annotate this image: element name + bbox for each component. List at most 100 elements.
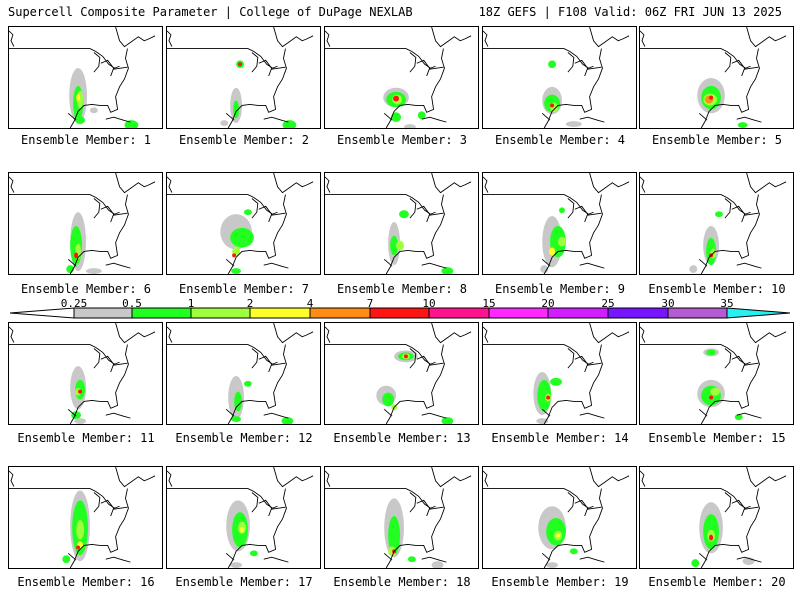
scp-contour bbox=[407, 556, 416, 563]
coastline bbox=[325, 470, 331, 487]
coastline bbox=[105, 116, 131, 123]
coastline bbox=[736, 556, 762, 563]
scp-contour bbox=[243, 380, 252, 387]
legend-color-swatch bbox=[607, 307, 669, 319]
ensemble-member-caption: Ensemble Member: 7 bbox=[178, 282, 310, 296]
legend-tick-label: 20 bbox=[541, 297, 555, 310]
coastline bbox=[227, 467, 314, 568]
scp-field bbox=[384, 498, 444, 568]
scp-contour bbox=[403, 124, 416, 128]
scp-field bbox=[542, 60, 582, 128]
ensemble-map-panel bbox=[639, 322, 794, 425]
map-canvas bbox=[325, 173, 472, 274]
great-lakes-outline bbox=[567, 198, 602, 223]
scp-contour bbox=[689, 265, 698, 274]
ensemble-map-panel bbox=[8, 26, 163, 129]
great-lakes-outline bbox=[93, 348, 128, 373]
national-border bbox=[483, 344, 594, 417]
scp-contour bbox=[231, 416, 242, 423]
coastline bbox=[421, 116, 447, 123]
legend-tick-label: 15 bbox=[482, 297, 496, 310]
scp-contour bbox=[431, 561, 444, 568]
coastline bbox=[700, 323, 787, 424]
coastline bbox=[483, 176, 489, 193]
coastline bbox=[9, 176, 15, 193]
coastline bbox=[385, 173, 472, 274]
scp-contour bbox=[233, 100, 240, 119]
legend-color-swatch bbox=[190, 307, 251, 319]
coastline bbox=[167, 326, 173, 343]
ensemble-member-caption: Ensemble Member: 16 bbox=[17, 575, 155, 589]
legend-color-swatch bbox=[309, 307, 371, 319]
ensemble-member-caption: Ensemble Member: 19 bbox=[491, 575, 629, 589]
coastline bbox=[105, 262, 131, 269]
legend-color-swatch bbox=[547, 307, 609, 319]
coastline bbox=[263, 262, 289, 269]
scp-contour bbox=[709, 95, 714, 100]
legend-color-swatch bbox=[249, 307, 311, 319]
coastline bbox=[421, 556, 447, 563]
legend-color-swatch bbox=[369, 307, 430, 319]
scp-contour bbox=[403, 354, 408, 359]
ensemble-member-caption: Ensemble Member: 4 bbox=[494, 133, 626, 147]
coastline bbox=[640, 30, 646, 47]
scp-contour bbox=[550, 103, 555, 108]
map-title: Supercell Composite Parameter | College … bbox=[8, 5, 413, 19]
scp-contour bbox=[249, 550, 258, 557]
national-border bbox=[9, 48, 120, 121]
legend-tick-label: 25 bbox=[601, 297, 615, 310]
coastline bbox=[167, 30, 173, 47]
scp-contour bbox=[565, 121, 582, 128]
great-lakes-outline bbox=[567, 52, 602, 77]
ensemble-member-caption: Ensemble Member: 12 bbox=[175, 431, 313, 445]
great-lakes-outline bbox=[93, 198, 128, 223]
scp-field bbox=[220, 209, 254, 274]
coastline bbox=[736, 116, 762, 123]
scp-contour bbox=[441, 267, 454, 274]
scp-contour bbox=[390, 235, 399, 256]
great-lakes-outline bbox=[724, 52, 759, 77]
map-canvas bbox=[483, 467, 630, 568]
great-lakes-outline bbox=[251, 492, 286, 517]
coastline bbox=[736, 262, 762, 269]
coastline bbox=[385, 467, 472, 568]
scp-contour bbox=[546, 395, 551, 400]
scp-contour bbox=[234, 391, 243, 412]
scp-contour bbox=[230, 227, 254, 248]
ensemble-map-panel bbox=[8, 466, 163, 569]
national-border bbox=[483, 48, 594, 121]
coastline bbox=[263, 116, 289, 123]
great-lakes-outline bbox=[724, 492, 759, 517]
great-lakes-outline bbox=[567, 348, 602, 373]
scp-contour bbox=[382, 392, 395, 407]
map-canvas bbox=[167, 467, 314, 568]
great-lakes-outline bbox=[567, 492, 602, 517]
ensemble-map-panel bbox=[324, 172, 479, 275]
legend-tick-label: 7 bbox=[366, 297, 374, 310]
national-border bbox=[325, 48, 436, 121]
national-border bbox=[9, 194, 120, 267]
map-canvas bbox=[640, 323, 787, 424]
map-canvas bbox=[640, 173, 787, 274]
scp-contour bbox=[548, 60, 557, 69]
legend-tick-label: 1 bbox=[187, 297, 195, 310]
ensemble-member-caption: Ensemble Member: 9 bbox=[494, 282, 626, 296]
ensemble-member-caption: Ensemble Member: 17 bbox=[175, 575, 313, 589]
scp-contour bbox=[74, 418, 86, 424]
color-scale-legend: 0.25 0.5 1 2 4 7 10 15 20 25 30 35 bbox=[10, 298, 790, 324]
scp-contour bbox=[75, 116, 86, 125]
coastline bbox=[263, 556, 289, 563]
coastline bbox=[9, 30, 15, 47]
scp-contour bbox=[230, 562, 243, 568]
scp-contour bbox=[243, 209, 252, 216]
map-canvas bbox=[483, 323, 630, 424]
map-canvas bbox=[640, 27, 787, 128]
coastline bbox=[579, 116, 605, 123]
scp-field bbox=[383, 87, 426, 128]
scp-field bbox=[533, 372, 562, 424]
national-border bbox=[640, 194, 751, 267]
national-border bbox=[640, 488, 751, 561]
ensemble-member-caption: Ensemble Member: 11 bbox=[17, 431, 155, 445]
coastline bbox=[69, 323, 156, 424]
map-canvas bbox=[9, 323, 156, 424]
